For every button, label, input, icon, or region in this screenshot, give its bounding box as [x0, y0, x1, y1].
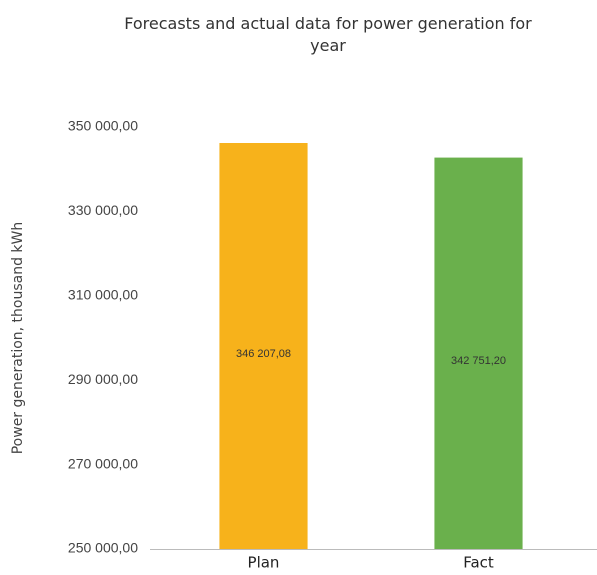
y-axis-label: Power generation, thousand kWh [10, 222, 26, 455]
x-tick-label: Fact [463, 554, 494, 572]
bar [434, 157, 523, 549]
y-tick-label: 330 000,00 [68, 202, 138, 218]
y-tick-label: 270 000,00 [68, 455, 138, 471]
value-label: 342 751,20 [451, 355, 506, 367]
y-tick-label: 290 000,00 [68, 371, 138, 387]
y-tick-label: 250 000,00 [68, 540, 138, 556]
value-label: 346 207,08 [236, 348, 291, 360]
bar [219, 143, 308, 550]
x-tick-label: Plan [248, 554, 280, 572]
chart-title: Forecasts and actual data for power gene… [124, 14, 532, 55]
y-tick-label: 310 000,00 [68, 287, 138, 303]
y-tick-label: 350 000,00 [68, 118, 138, 134]
